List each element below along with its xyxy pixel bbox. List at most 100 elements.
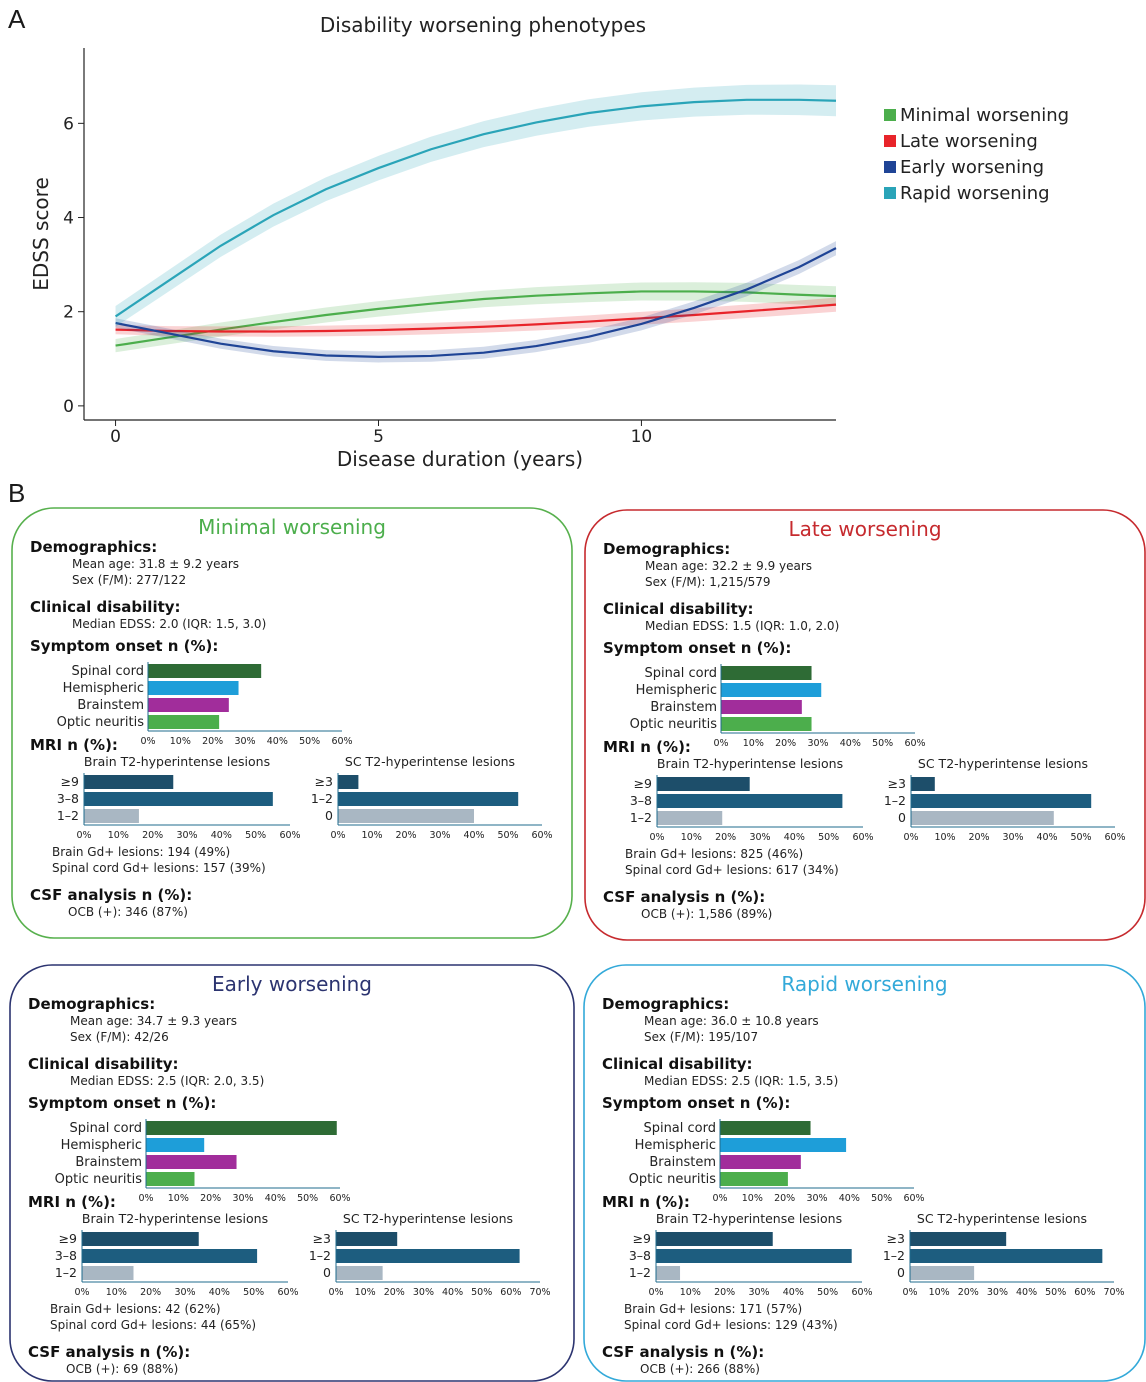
ocb: OCB (+): 346 (87%) <box>68 905 188 919</box>
box-border <box>583 964 1146 1382</box>
sex-ratio: Sex (F/M): 195/107 <box>644 1030 758 1044</box>
ocb: OCB (+): 266 (88%) <box>640 1362 760 1376</box>
symptom-tick-label: 10% <box>170 736 191 747</box>
brain-t2-bar <box>84 792 273 806</box>
brain-t2-label: 1–2 <box>57 808 79 823</box>
brain-t2-title: Brain T2-hyperintense lesions <box>657 756 843 771</box>
symptom-bar <box>148 698 229 712</box>
mri-heading: MRI n (%): <box>602 1193 690 1211</box>
sc-t2-label: 0 <box>898 810 906 825</box>
brain-t2-label: 3–8 <box>630 793 652 808</box>
sc-t2-tick-label: 60% <box>1104 832 1125 843</box>
y-tick-label: 0 <box>63 397 74 417</box>
symptom-label: Hemispheric <box>61 1138 142 1153</box>
symptom-bar <box>720 1121 811 1135</box>
brain-gd: Brain Gd+ lesions: 42 (62%) <box>50 1302 221 1316</box>
symptom-label: Hemispheric <box>636 683 717 698</box>
brain-t2-tick-label: 10% <box>680 1287 701 1298</box>
mean-age: Mean age: 36.0 ± 10.8 years <box>644 1014 819 1028</box>
brain-t2-label: 1–2 <box>629 1265 651 1280</box>
y-tick-label: 6 <box>63 114 74 134</box>
sc-t2-tick-label: 70% <box>1103 1287 1124 1298</box>
brain-t2-tick-label: 20% <box>715 832 736 843</box>
brain-t2-label: 1–2 <box>55 1265 77 1280</box>
line-chart: Disability worsening phenotypes 0 2 4 6 0 5 10 D… <box>29 13 1069 471</box>
clinical-heading: Clinical disability: <box>28 1055 179 1073</box>
sc-t2-tick-label: 20% <box>395 830 416 841</box>
symptom-bar <box>146 1121 337 1135</box>
brain-t2-bar <box>656 1232 773 1246</box>
sc-t2-tick-label: 50% <box>497 830 518 841</box>
mri-heading: MRI n (%): <box>603 738 691 756</box>
x-tick-label: 0 <box>110 427 121 447</box>
box-border <box>584 509 1146 941</box>
sc-t2-bar <box>910 1249 1103 1263</box>
symptom-tick-label: 50% <box>299 736 320 747</box>
phenotype-box-late: Late worsening Demographics:Mean age: 32.… <box>584 509 1146 941</box>
brain-gd: Brain Gd+ lesions: 825 (46%) <box>625 847 803 861</box>
brain-t2-label: 3–8 <box>629 1248 651 1263</box>
legend-label: Minimal worsening <box>900 105 1069 126</box>
sc-t2-tick-label: 60% <box>1074 1287 1095 1298</box>
symptom-bar <box>721 666 812 680</box>
symptom-tick-label: 40% <box>267 736 288 747</box>
sc-t2-tick-label: 70% <box>529 1287 550 1298</box>
box-title: Late worsening <box>788 517 941 541</box>
box-title: Early worsening <box>212 972 372 996</box>
csf-heading: CSF analysis n (%): <box>30 886 192 904</box>
ci-band-late <box>115 297 837 337</box>
symptom-bar <box>146 1155 237 1169</box>
brain-t2-bar <box>82 1249 258 1263</box>
x-axis-title: Disease duration (years) <box>337 447 583 471</box>
brain-t2-bar <box>82 1232 199 1246</box>
sc-t2-bar <box>911 794 1092 808</box>
symptom-heading: Symptom onset n (%): <box>30 637 218 655</box>
symptom-label: Optic neuritis <box>57 715 145 730</box>
ocb: OCB (+): 69 (88%) <box>66 1362 178 1376</box>
sc-t2-tick-label: 40% <box>442 1287 463 1298</box>
brain-t2-tick-label: 50% <box>817 1287 838 1298</box>
sc-t2-bar <box>338 792 519 806</box>
symptom-bar <box>720 1138 847 1152</box>
brain-gd: Brain Gd+ lesions: 194 (49%) <box>52 845 230 859</box>
brain-t2-tick-label: 40% <box>783 1287 804 1298</box>
median-edss: Median EDSS: 2.5 (IQR: 1.5, 3.5) <box>644 1074 838 1088</box>
sc-t2-bar <box>336 1232 398 1246</box>
symptom-label: Optic neuritis <box>630 717 718 732</box>
symptom-bar <box>148 715 220 729</box>
brain-t2-bar <box>657 777 750 791</box>
box-border <box>9 964 575 1382</box>
sc-t2-tick-label: 30% <box>987 1287 1008 1298</box>
sc-t2-tick-label: 30% <box>1002 832 1023 843</box>
y-tick-label: 2 <box>63 303 74 323</box>
sc-t2-bar <box>336 1249 520 1263</box>
brain-t2-tick-label: 30% <box>176 830 197 841</box>
sc-t2-tick-label: 30% <box>429 830 450 841</box>
sc-t2-title: SC T2-hyperintense lesions <box>345 754 515 769</box>
brain-t2-bar <box>656 1266 681 1280</box>
symptom-label: Hemispheric <box>63 681 144 696</box>
sc-t2-bar <box>336 1266 383 1280</box>
symptom-tick-label: 60% <box>331 736 352 747</box>
sc-gd: Spinal cord Gd+ lesions: 44 (65%) <box>50 1318 256 1332</box>
brain-t2-tick-label: 60% <box>279 830 300 841</box>
brain-t2-tick-label: 40% <box>209 1287 230 1298</box>
brain-t2-label: 3–8 <box>57 791 79 806</box>
sc-t2-tick-label: 10% <box>361 830 382 841</box>
symptom-tick-label: 60% <box>903 1193 924 1204</box>
symptom-tick-label: 0% <box>712 1193 727 1204</box>
brain-t2-tick-label: 0% <box>76 830 91 841</box>
brain-t2-tick-label: 0% <box>74 1287 89 1298</box>
sc-t2-title: SC T2-hyperintense lesions <box>917 1211 1087 1226</box>
sc-t2-bar <box>910 1232 1007 1246</box>
symptom-tick-label: 50% <box>872 738 893 749</box>
brain-t2-bar <box>657 811 723 825</box>
symptom-tick-label: 20% <box>774 1193 795 1204</box>
sc-t2-label: 0 <box>325 808 333 823</box>
brain-t2-tick-label: 30% <box>174 1287 195 1298</box>
demographics-heading: Demographics: <box>603 540 730 558</box>
symptom-heading: Symptom onset n (%): <box>603 639 791 657</box>
brain-t2-tick-label: 40% <box>211 830 232 841</box>
symptom-label: Brainstem <box>649 1155 716 1170</box>
sc-t2-label: 1–2 <box>311 791 333 806</box>
